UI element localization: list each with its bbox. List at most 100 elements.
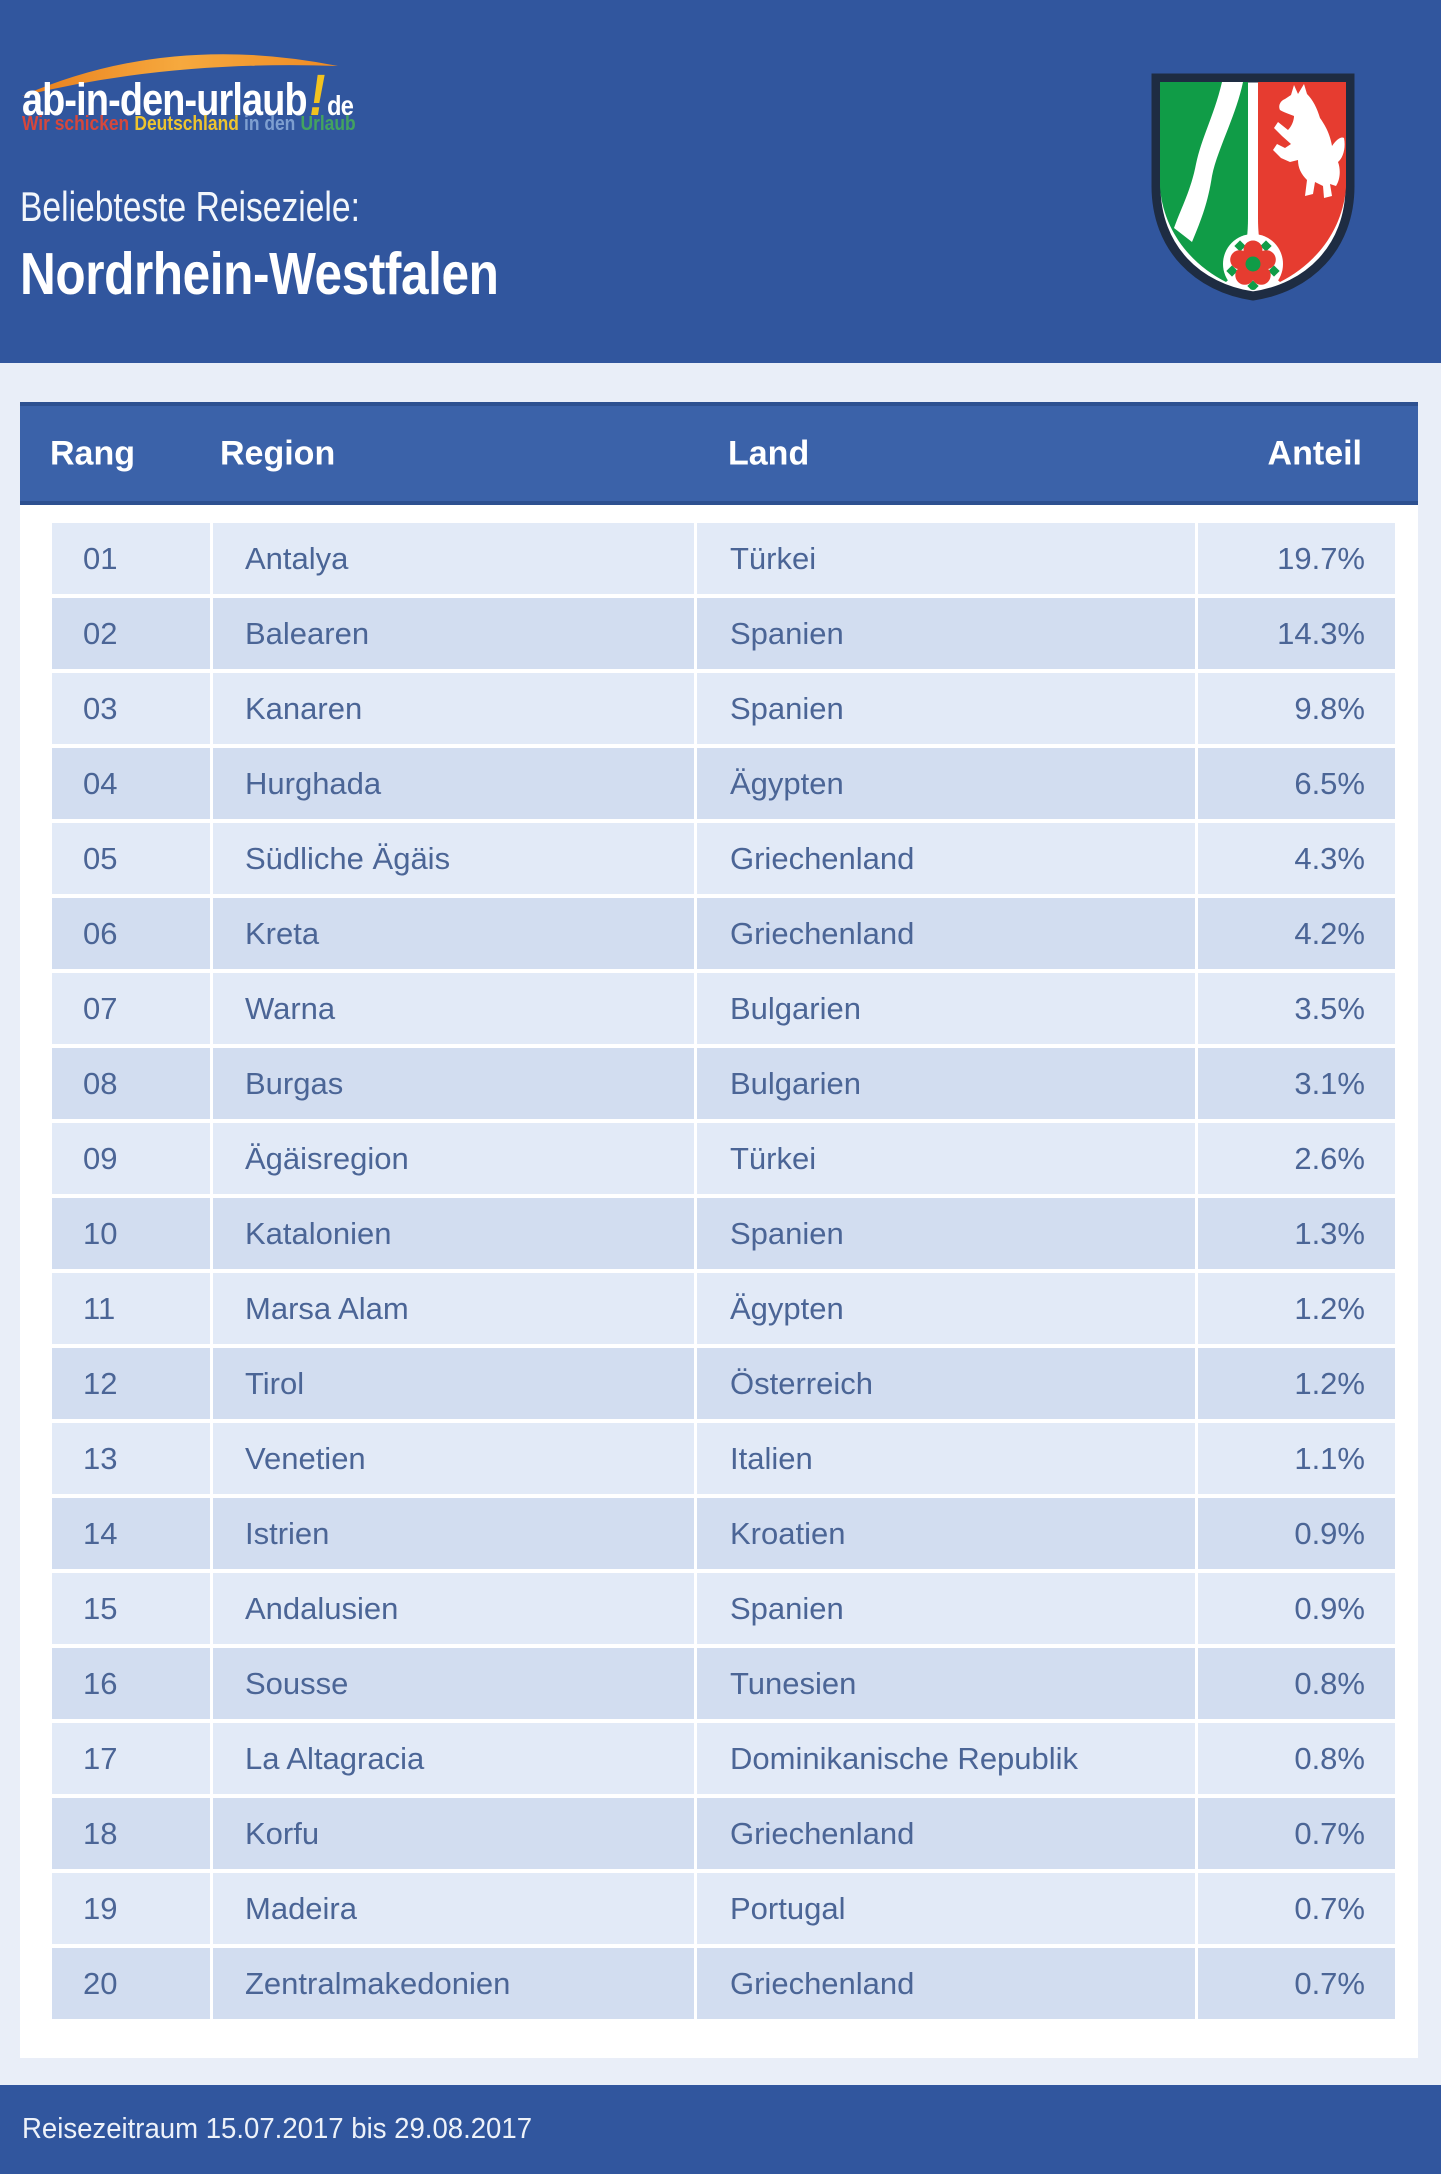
cell-anteil: 0.8% (1198, 1723, 1395, 1794)
cell-anteil: 4.2% (1198, 898, 1395, 969)
cell-land: Griechenland (697, 823, 1195, 894)
cell-anteil: 3.1% (1198, 1048, 1395, 1119)
footer-bar: Reisezeitraum 15.07.2017 bis 29.08.2017 (0, 2085, 1441, 2174)
cell-land: Bulgarien (697, 973, 1195, 1044)
cell-land: Türkei (697, 523, 1195, 594)
cell-region: Kanaren (213, 673, 694, 744)
table-row: 13 Venetien Italien 1.1% (52, 1423, 1395, 1494)
table-row: 04 Hurghada Ägypten 6.5% (52, 748, 1395, 819)
table-row: 09 Ägäisregion Türkei 2.6% (52, 1123, 1395, 1194)
cell-region: Marsa Alam (213, 1273, 694, 1344)
table-row: 07 Warna Bulgarien 3.5% (52, 973, 1395, 1044)
logo-text: ab-in-den-urlaub (22, 74, 308, 125)
cell-land: Türkei (697, 1123, 1195, 1194)
cell-region: Antalya (213, 523, 694, 594)
cell-region: Katalonien (213, 1198, 694, 1269)
cell-anteil: 0.9% (1198, 1498, 1395, 1569)
cell-land: Österreich (697, 1348, 1195, 1419)
table-row: 01 Antalya Türkei 19.7% (52, 523, 1395, 594)
cell-rang: 05 (52, 823, 210, 894)
tagline-word-4: Urlaub (300, 113, 356, 135)
cell-region: Tirol (213, 1348, 694, 1419)
cell-anteil: 0.8% (1198, 1648, 1395, 1719)
table-row: 14 Istrien Kroatien 0.9% (52, 1498, 1395, 1569)
cell-rang: 15 (52, 1573, 210, 1644)
top-header: ab-in-den-urlaub!de Wir schicken Deutschl… (0, 0, 1441, 363)
cell-rang: 06 (52, 898, 210, 969)
cell-anteil: 2.6% (1198, 1123, 1395, 1194)
cell-region: Korfu (213, 1798, 694, 1869)
cell-anteil: 1.1% (1198, 1423, 1395, 1494)
cell-region: Andalusien (213, 1573, 694, 1644)
table-row: 02 Balearen Spanien 14.3% (52, 598, 1395, 669)
table-row: 15 Andalusien Spanien 0.9% (52, 1573, 1395, 1644)
table-row: 11 Marsa Alam Ägypten 1.2% (52, 1273, 1395, 1344)
cell-rang: 19 (52, 1873, 210, 1944)
swoosh-icon (18, 36, 342, 107)
page-subtitle: Beliebteste Reiseziele: (20, 183, 360, 230)
cell-rang: 10 (52, 1198, 210, 1269)
table-row: 12 Tirol Österreich 1.2% (52, 1348, 1395, 1419)
cell-land: Griechenland (697, 898, 1195, 969)
cell-rang: 03 (52, 673, 210, 744)
table-body: 01 Antalya Türkei 19.7% 02 Balearen Span… (20, 505, 1418, 2019)
cell-land: Griechenland (697, 1798, 1195, 1869)
cell-anteil: 0.7% (1198, 1798, 1395, 1869)
cell-anteil: 1.2% (1198, 1348, 1395, 1419)
col-header-region: Region (220, 434, 336, 472)
cell-anteil: 0.7% (1198, 1873, 1395, 1944)
cell-land: Bulgarien (697, 1048, 1195, 1119)
cell-region: Ägäisregion (213, 1123, 694, 1194)
table-row: 16 Sousse Tunesien 0.8% (52, 1648, 1395, 1719)
cell-region: Istrien (213, 1498, 694, 1569)
logo-exclamation-icon: ! (309, 63, 325, 128)
cell-land: Spanien (697, 1573, 1195, 1644)
cell-anteil: 1.3% (1198, 1198, 1395, 1269)
cell-rang: 08 (52, 1048, 210, 1119)
cell-land: Dominikanische Republik (697, 1723, 1195, 1794)
table-row: 08 Burgas Bulgarien 3.1% (52, 1048, 1395, 1119)
cell-rang: 18 (52, 1798, 210, 1869)
tagline-word-2: Deutschland (134, 113, 239, 135)
cell-rang: 20 (52, 1948, 210, 2019)
cell-land: Spanien (697, 598, 1195, 669)
col-header-anteil: Anteil (1267, 434, 1362, 472)
cell-region: Balearen (213, 598, 694, 669)
cell-anteil: 0.9% (1198, 1573, 1395, 1644)
destinations-table: Rang Region Land Anteil 01 Antalya Türke… (20, 402, 1418, 2058)
cell-region: Zentralmakedonien (213, 1948, 694, 2019)
cell-region: Warna (213, 973, 694, 1044)
cell-anteil: 19.7% (1198, 523, 1395, 594)
cell-region: Burgas (213, 1048, 694, 1119)
cell-land: Ägypten (697, 1273, 1195, 1344)
cell-land: Griechenland (697, 1948, 1195, 2019)
cell-rang: 13 (52, 1423, 210, 1494)
cell-rang: 09 (52, 1123, 210, 1194)
cell-land: Spanien (697, 1198, 1195, 1269)
cell-region: La Altagracia (213, 1723, 694, 1794)
brand-tagline: Wir schicken Deutschland in den Urlaub (22, 113, 361, 136)
table-row: 20 Zentralmakedonien Griechenland 0.7% (52, 1948, 1395, 2019)
cell-rang: 16 (52, 1648, 210, 1719)
cell-region: Madeira (213, 1873, 694, 1944)
tagline-word-1: Wir schicken (22, 113, 130, 135)
cell-land: Ägypten (697, 748, 1195, 819)
cell-region: Venetien (213, 1423, 694, 1494)
col-header-rang: Rang (50, 434, 135, 472)
cell-land: Kroatien (697, 1498, 1195, 1569)
page-title: Nordrhein-Westfalen (20, 241, 499, 307)
table-row: 06 Kreta Griechenland 4.2% (52, 898, 1395, 969)
cell-anteil: 4.3% (1198, 823, 1395, 894)
cell-rang: 17 (52, 1723, 210, 1794)
cell-anteil: 0.7% (1198, 1948, 1395, 2019)
table-row: 17 La Altagracia Dominikanische Republik… (52, 1723, 1395, 1794)
table-header-row: Rang Region Land Anteil (20, 402, 1418, 505)
cell-land: Portugal (697, 1873, 1195, 1944)
col-header-land: Land (728, 434, 810, 472)
cell-region: Kreta (213, 898, 694, 969)
table-row: 03 Kanaren Spanien 9.8% (52, 673, 1395, 744)
table-row: 05 Südliche Ägäis Griechenland 4.3% (52, 823, 1395, 894)
cell-anteil: 9.8% (1198, 673, 1395, 744)
cell-anteil: 1.2% (1198, 1273, 1395, 1344)
cell-anteil: 3.5% (1198, 973, 1395, 1044)
